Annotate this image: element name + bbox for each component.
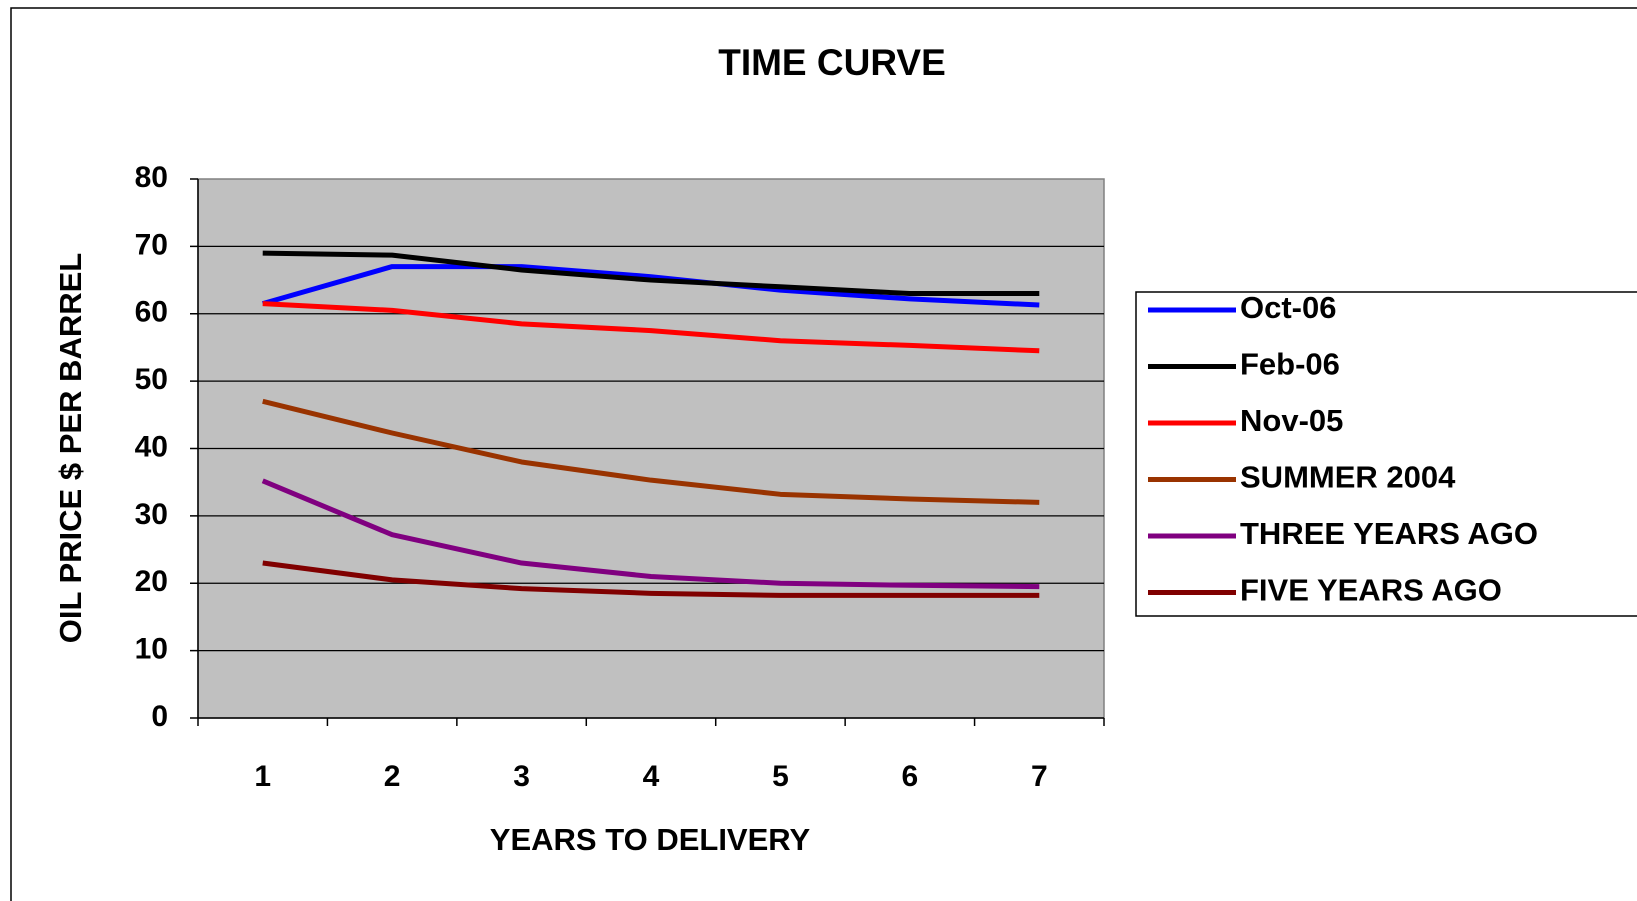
- y-tick-label: 50: [135, 363, 168, 396]
- series-line: [262, 264, 1040, 308]
- legend: [1135, 291, 1637, 617]
- y-tick-label: 40: [135, 430, 168, 463]
- y-axis-label: OIL PRICE $ PER BARREL: [53, 253, 88, 643]
- legend-label: Nov-05: [1240, 403, 1343, 438]
- series-line: [262, 250, 1040, 297]
- x-tick-label: 1: [254, 760, 271, 793]
- y-tick-label: 10: [135, 633, 168, 666]
- legend-label: Feb-06: [1240, 347, 1340, 382]
- chart-title: TIME CURVE: [718, 42, 946, 83]
- x-tick-label: 6: [902, 760, 919, 793]
- series-line: [262, 560, 1040, 598]
- legend-label: SUMMER 2004: [1240, 460, 1456, 495]
- x-tick-label: 7: [1031, 760, 1048, 793]
- x-axis-label: YEARS TO DELIVERY: [490, 822, 811, 857]
- y-tick-label: 80: [135, 161, 168, 194]
- y-tick-label: 30: [135, 498, 168, 531]
- series-line: [262, 398, 1040, 505]
- y-tick-label: 20: [135, 565, 168, 598]
- y-tick-label: 70: [135, 228, 168, 261]
- y-tick-label: 60: [135, 296, 168, 329]
- legend-label: FIVE YEARS AGO: [1240, 573, 1502, 608]
- series-line: [261, 478, 1040, 590]
- legend-label: THREE YEARS AGO: [1240, 516, 1538, 551]
- x-tick-label: 2: [384, 760, 401, 793]
- y-tick-label: 0: [151, 700, 168, 733]
- x-tick-label: 4: [643, 760, 660, 793]
- x-tick-label: 5: [772, 760, 789, 793]
- series-line: [262, 301, 1040, 354]
- legend-label: Oct-06: [1240, 290, 1336, 325]
- x-tick-label: 3: [513, 760, 530, 793]
